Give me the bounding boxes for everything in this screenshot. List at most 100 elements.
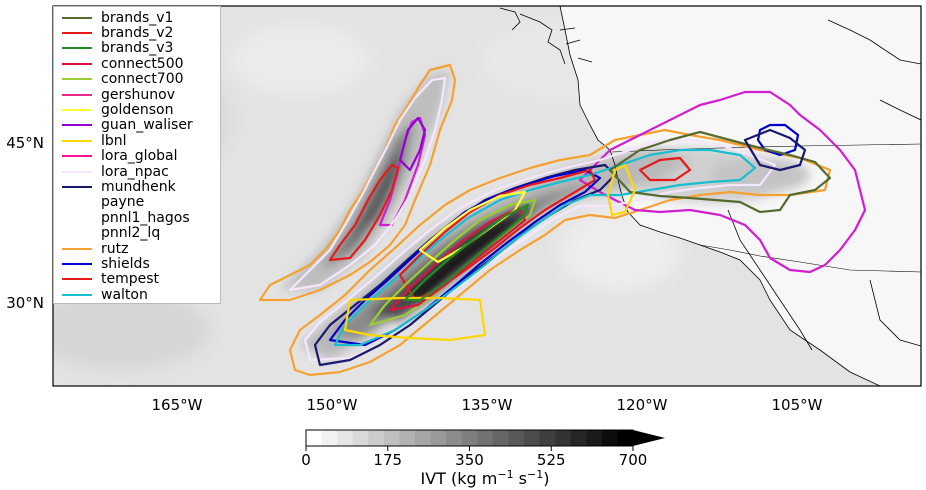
contour-lora-npac-main	[303, 138, 777, 362]
legend-label: pnnl1_hagos	[101, 209, 190, 226]
colorbar-cell	[446, 430, 463, 446]
legend-swatch	[62, 62, 92, 65]
legend-label: payne	[101, 194, 145, 211]
legend-label: brands_v2	[101, 24, 174, 41]
latitude-labels: 45°N 30°N	[6, 134, 44, 312]
latitude-label: 30°N	[6, 294, 44, 312]
contour-brands-v3	[403, 203, 530, 302]
legend-item: lora_global	[62, 149, 178, 164]
legend-label: guan_waliser	[101, 117, 193, 134]
contour-lora-npac	[288, 76, 447, 292]
colorbar: 0 175 350 525 700 IVT (kg m−1 s−1)	[301, 429, 665, 488]
legend-item: lora_npac	[62, 164, 169, 179]
contour-rutz	[258, 63, 457, 302]
legend-item: brands_v1	[62, 10, 173, 25]
longitude-label: 135°W	[462, 396, 513, 414]
legend-swatch	[62, 139, 92, 142]
legend-item: brands_v3	[62, 41, 173, 56]
legend-item: mundhenk	[62, 179, 176, 194]
colorbar-cell	[352, 430, 369, 446]
legend-label: connect500	[101, 55, 184, 72]
colorbar-cell	[337, 430, 354, 446]
legend-swatch	[62, 170, 92, 173]
longitude-label: 150°W	[307, 396, 358, 414]
colorbar-cell	[555, 430, 572, 446]
legend-swatch	[62, 124, 92, 127]
colorbar-tick-label: 350	[455, 451, 484, 469]
legend-item: lbnl	[62, 133, 127, 148]
legend-swatch	[62, 47, 92, 50]
contour-brands-v1	[608, 130, 832, 214]
contour-rutz-main	[288, 128, 832, 377]
contour-lbnl-east	[606, 163, 637, 217]
colorbar-cell	[306, 430, 323, 446]
contour-goldenson	[418, 190, 527, 264]
colorbar-cell	[508, 430, 525, 446]
legend-swatch	[62, 16, 92, 19]
legend-item: rutz	[62, 241, 128, 256]
colorbar-cell	[570, 430, 587, 446]
colorbar-cell	[368, 430, 385, 446]
colorbar-cell	[492, 430, 509, 446]
legend-item: tempest	[62, 272, 159, 287]
colorbar-tick-label: 700	[619, 451, 648, 469]
legend-item: connect500	[62, 56, 184, 71]
legend-item: pnnl2_lq	[62, 226, 160, 241]
legend-label: shields	[101, 255, 150, 272]
legend-swatch	[62, 278, 92, 281]
contour-tempest-east	[638, 156, 692, 182]
legend-swatch	[62, 155, 92, 158]
contour-shields	[756, 123, 800, 157]
legend-item: walton	[62, 287, 148, 302]
colorbar-tick-label: 525	[537, 451, 566, 469]
legend-swatch	[62, 232, 92, 235]
contour-connect500	[388, 206, 527, 312]
contour-guan-waliser	[398, 116, 427, 172]
legend-item: connect700	[62, 72, 184, 87]
legend-swatch	[62, 93, 92, 96]
legend: brands_v1 brands_v2 brands_v3 connect500 con…	[53, 6, 221, 304]
legend-swatch	[62, 201, 92, 204]
legend-swatch	[62, 216, 92, 219]
colorbar-cell	[321, 430, 338, 446]
legend-item: gershunov	[62, 87, 175, 102]
contour-lora-global	[578, 90, 867, 274]
legend-label: connect700	[101, 71, 184, 88]
colorbar-cell	[539, 430, 556, 446]
contour-lbnl	[343, 296, 487, 342]
legend-item: payne	[62, 195, 144, 210]
legend-swatch	[62, 108, 92, 111]
colorbar-cell	[399, 430, 416, 446]
colorbar-tick-label: 175	[373, 451, 402, 469]
legend-label: mundhenk	[101, 178, 176, 195]
legend-label: brands_v1	[101, 9, 174, 26]
legend-label: gershunov	[101, 86, 176, 103]
longitude-label: 165°W	[152, 396, 203, 414]
legend-item: guan_waliser	[62, 118, 193, 133]
legend-label: tempest	[101, 271, 160, 288]
colorbar-cell	[415, 430, 432, 446]
coastlines	[499, 6, 921, 386]
legend-label: lbnl	[101, 132, 127, 149]
colorbar-cell	[477, 430, 494, 446]
legend-item: shields	[62, 256, 150, 271]
contour-mundhenk-east	[743, 128, 807, 172]
colorbar-tick-label: 0	[301, 451, 311, 469]
legend-swatch	[62, 293, 92, 296]
colorbar-cell	[524, 430, 541, 446]
colorbar-cell	[383, 430, 400, 446]
legend-item: brands_v2	[62, 25, 173, 40]
colorbar-extend-triangle	[633, 430, 665, 446]
contour-tempest	[328, 163, 400, 262]
colorbar-cell	[601, 430, 618, 446]
atmospheric-river-shading	[280, 70, 690, 360]
colorbar-cell	[586, 430, 603, 446]
legend-swatch	[62, 78, 92, 81]
contour-walton	[333, 148, 757, 347]
longitude-labels: 165°W 150°W 135°W 120°W 105°W	[152, 396, 823, 414]
colorbar-cell	[461, 430, 478, 446]
longitude-label: 120°W	[617, 396, 668, 414]
legend-item: goldenson	[62, 102, 173, 117]
legend-swatch	[62, 31, 92, 34]
